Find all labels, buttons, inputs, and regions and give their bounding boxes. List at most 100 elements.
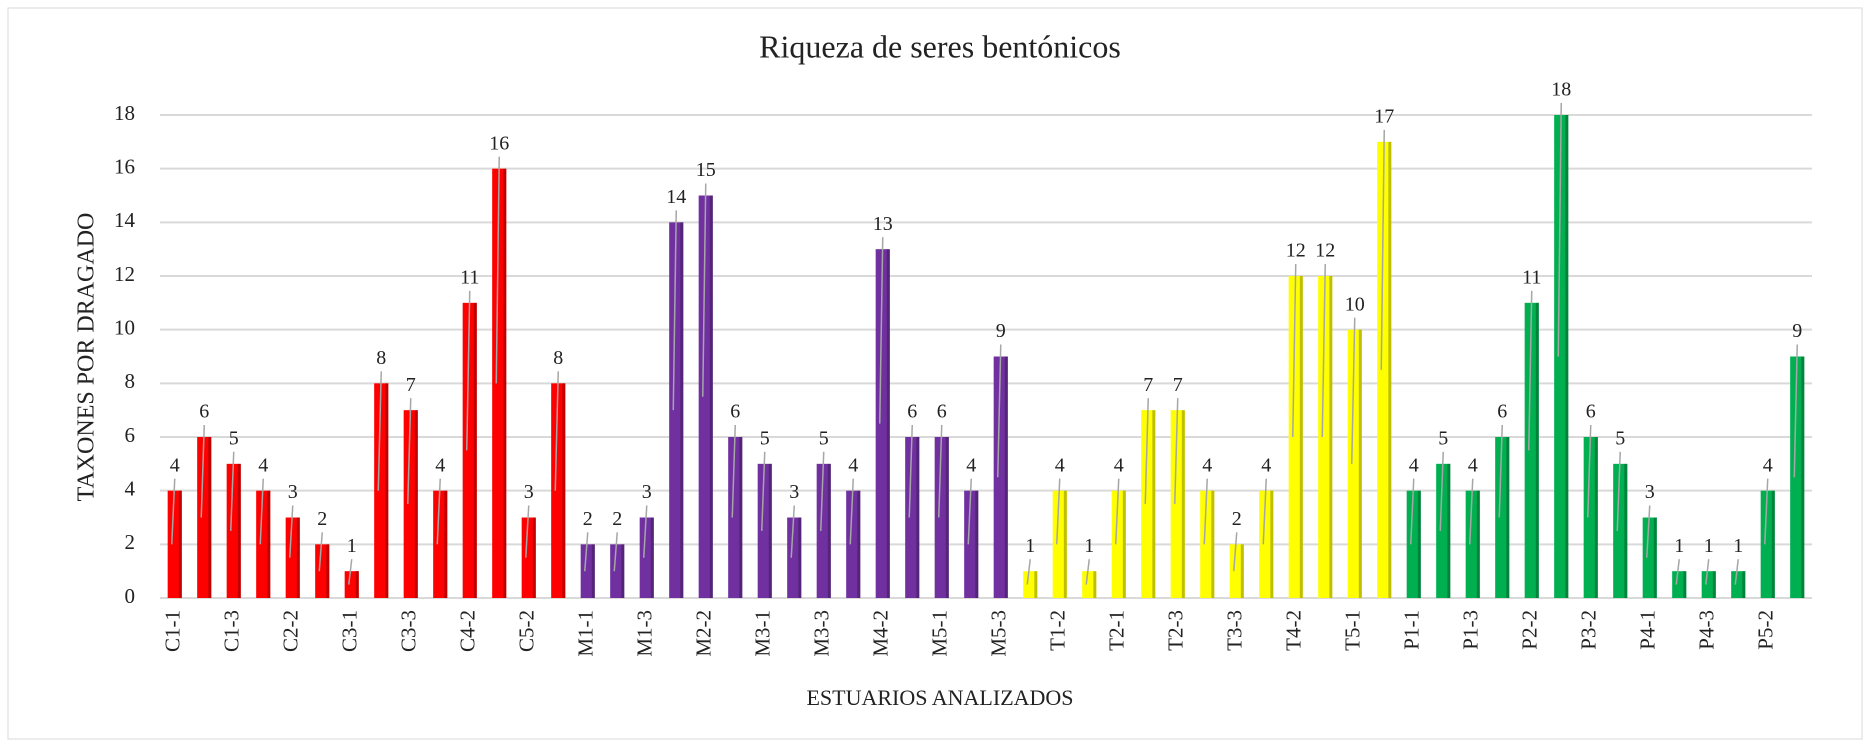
leader-line — [1469, 478, 1474, 545]
leader-line — [672, 210, 677, 411]
bar — [1554, 115, 1569, 598]
leader-line — [1528, 290, 1533, 451]
leader-line — [584, 532, 589, 572]
x-tick-label: M1-1 — [574, 610, 598, 657]
bar-side — [1653, 517, 1657, 598]
leader-line — [1115, 478, 1120, 545]
bar — [787, 517, 802, 598]
bar-side — [385, 383, 389, 598]
chart-border — [7, 7, 1863, 740]
value-label: 4 — [1763, 454, 1773, 476]
bar — [1613, 463, 1628, 598]
bar — [1111, 490, 1126, 598]
leader-line — [1351, 317, 1356, 464]
x-tick-label: C5-2 — [515, 610, 539, 652]
value-label: 12 — [1286, 240, 1306, 262]
value-label: 6 — [1497, 401, 1507, 423]
leader-line — [466, 290, 471, 451]
bar-side — [975, 490, 979, 598]
y-tick-label: 6 — [125, 423, 136, 447]
bar — [285, 517, 300, 598]
leader-line — [879, 237, 884, 424]
bar-side — [1712, 571, 1716, 598]
value-label: 3 — [1645, 481, 1655, 503]
leader-line — [377, 371, 382, 491]
bar-side — [798, 517, 802, 598]
bar — [1377, 141, 1392, 599]
value-label: 1 — [1084, 535, 1094, 557]
value-label: 2 — [612, 508, 622, 530]
bar — [905, 437, 920, 598]
value-label: 3 — [524, 481, 534, 503]
bar-side — [1063, 490, 1067, 598]
bar — [315, 544, 330, 598]
leader-line — [436, 478, 441, 545]
bar — [521, 517, 536, 598]
bar-side — [680, 222, 684, 599]
bar — [1406, 490, 1421, 598]
x-tick-label: M2-2 — [692, 610, 716, 657]
bar-side — [1122, 490, 1126, 598]
leader-line — [1321, 263, 1326, 438]
bar-side — [1240, 544, 1244, 598]
y-tick-label: 12 — [114, 262, 135, 286]
value-label: 14 — [666, 186, 686, 208]
bar-side — [1152, 410, 1156, 598]
bar-side — [1742, 571, 1746, 598]
bar-side — [1801, 356, 1805, 598]
bar — [197, 437, 212, 598]
bar-side — [1565, 115, 1569, 598]
value-label: 5 — [1438, 427, 1448, 449]
bar — [728, 437, 743, 598]
bar — [167, 490, 182, 598]
y-axis-title: TAXONES POR DRAGADO — [74, 213, 100, 502]
value-label: 2 — [583, 508, 593, 530]
leader-line — [1557, 102, 1562, 357]
bar — [1465, 490, 1480, 598]
bar-side — [1624, 463, 1628, 598]
chart-title: Riqueza de seres bentónicos — [759, 28, 1121, 64]
leader-line — [1056, 478, 1061, 545]
leader-line — [1616, 451, 1621, 531]
leader-line — [761, 451, 766, 531]
bar — [1170, 410, 1185, 598]
x-tick-label: T5-1 — [1341, 610, 1365, 651]
bar-side — [1506, 437, 1510, 598]
bar — [610, 544, 625, 598]
bar — [1760, 490, 1775, 598]
bar — [1524, 302, 1539, 598]
bar — [1318, 276, 1333, 598]
leader-line — [643, 505, 648, 558]
value-label: 6 — [907, 401, 917, 423]
x-tick-label: M4-2 — [869, 610, 893, 657]
bar — [256, 490, 271, 598]
bar-side — [1683, 571, 1687, 598]
x-tick-label: M3-1 — [751, 610, 775, 657]
x-tick-label: C3-3 — [397, 610, 421, 652]
x-tick-label: C1-3 — [220, 610, 244, 652]
bar-side — [945, 437, 949, 598]
y-tick-label: 8 — [125, 369, 136, 393]
bar — [1141, 410, 1156, 598]
x-tick-label: M5-1 — [928, 610, 952, 657]
y-tick-label: 14 — [114, 208, 136, 232]
value-label: 8 — [376, 347, 386, 369]
bar — [403, 410, 418, 598]
leader-line — [318, 532, 323, 572]
bar-side — [827, 463, 831, 598]
bar-side — [1594, 437, 1598, 598]
bar — [551, 383, 566, 598]
bar — [344, 571, 359, 598]
bar — [1642, 517, 1657, 598]
x-tick-label: C2-2 — [279, 610, 303, 652]
value-label: 1 — [1674, 535, 1684, 557]
leader-line — [289, 505, 294, 558]
leader-line — [1233, 532, 1238, 572]
leader-line — [1587, 424, 1592, 518]
x-tick-label: M1-3 — [633, 610, 657, 657]
value-label: 16 — [489, 132, 509, 154]
value-label: 9 — [996, 320, 1006, 342]
bar-side — [709, 195, 713, 598]
